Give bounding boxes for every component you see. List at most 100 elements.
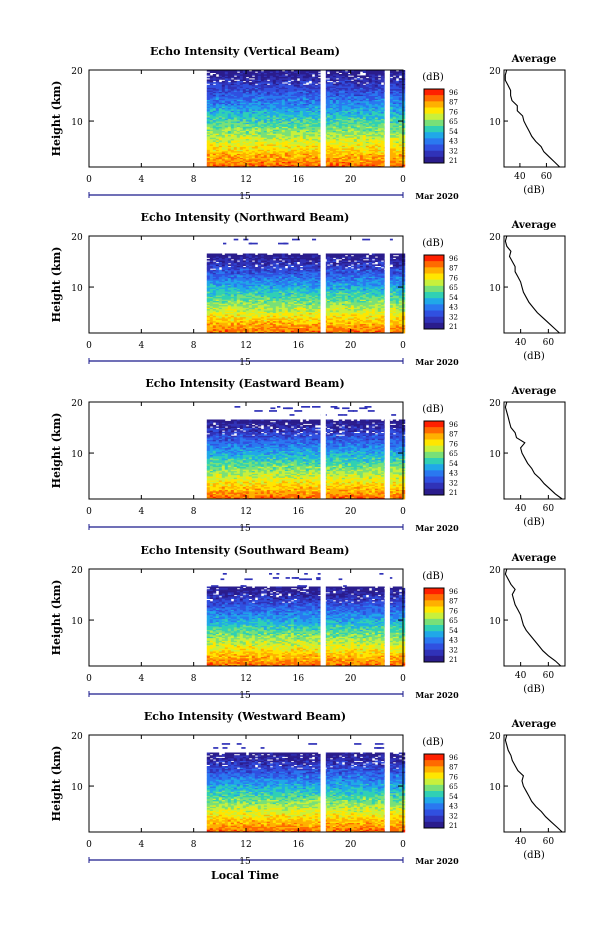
heatmap-cell: [350, 132, 355, 134]
heatmap-cell: [287, 136, 292, 138]
heatmap-cell: [380, 88, 385, 91]
heatmap-cell: [359, 158, 364, 161]
heatmap-cell: [245, 98, 250, 100]
heatmap-cell: [248, 148, 253, 150]
heatmap-cell: [281, 117, 286, 119]
heatmap-cell: [356, 96, 361, 99]
heatmap-cell: [326, 74, 331, 76]
heatmap-cell: [239, 74, 244, 76]
heatmap-cell: [314, 130, 319, 133]
heatmap-cell: [326, 83, 331, 86]
heatmap-cell: [260, 330, 265, 332]
heatmap-cell: [335, 142, 340, 145]
heatmap-cell: [302, 153, 307, 156]
heatmap-cell: [266, 150, 271, 153]
heatmap-cell: [233, 80, 238, 83]
heatmap-cell: [290, 121, 295, 123]
heatmap-cell: [269, 79, 274, 82]
heatmap-cell: [329, 95, 334, 98]
heatmap-cell: [377, 72, 382, 75]
heatmap-cell: [395, 136, 400, 138]
heatmap-cell: [287, 127, 292, 130]
heatmap-cell: [317, 126, 322, 129]
heatmap-cell: [371, 91, 376, 94]
heatmap-cell: [287, 72, 292, 75]
heatmap-cell: [218, 160, 223, 162]
heatmap-cell: [281, 144, 286, 146]
heatmap-cell: [311, 113, 316, 115]
heatmap-cell: [302, 87, 307, 90]
heatmap-cell: [398, 141, 403, 144]
heatmap-cell: [212, 145, 217, 148]
heatmap-cell: [353, 145, 358, 148]
heatmap-cell: [263, 158, 268, 161]
heatmap-cell: [287, 91, 292, 94]
heatmap-cell: [242, 145, 247, 148]
heatmap-cell: [266, 114, 271, 117]
heatmap-cell: [281, 126, 286, 129]
heatmap-cell: [293, 110, 298, 113]
heatmap-cell: [299, 90, 304, 92]
heatmap-cell: [371, 101, 376, 103]
heatmap-cell: [224, 103, 229, 106]
heatmap-cell: [314, 87, 319, 90]
heatmap-cell: [284, 102, 289, 104]
heatmap-cell: [368, 148, 373, 150]
heatmap-cell: [392, 115, 397, 118]
heatmap-cell: [224, 102, 229, 104]
heatmap-cell: [215, 70, 220, 72]
heatmap-cell: [284, 87, 289, 90]
heatmap-cell: [290, 111, 295, 114]
heatmap-cell: [221, 126, 226, 129]
heatmap-cell: [356, 119, 361, 122]
heatmap-cell: [269, 327, 274, 330]
heatmap-cell: [377, 102, 382, 104]
heatmap-cell: [347, 117, 352, 119]
heatmap-cell: [305, 130, 310, 133]
heatmap-cell: [218, 164, 223, 166]
heatmap-cell: [287, 74, 292, 76]
heatmap-cell: [326, 330, 331, 332]
heatmap-cell: [392, 122, 397, 125]
heatmap-cell: [227, 126, 232, 129]
heatmap-cell: [263, 99, 268, 102]
heatmap-cell: [224, 90, 229, 92]
heatmap-cell: [389, 141, 394, 144]
heatmap-cell: [206, 95, 211, 98]
heatmap-cell: [359, 144, 364, 146]
heatmap-cell: [257, 125, 262, 127]
heatmap-cell: [206, 142, 211, 145]
heatmap-cell: [335, 141, 340, 144]
heatmap-cell: [341, 140, 346, 142]
heatmap-cell: [224, 148, 229, 150]
heatmap-cell: [221, 86, 226, 88]
heatmap-cell: [341, 74, 346, 76]
heatmap-cell: [266, 101, 271, 103]
heatmap-cell: [344, 152, 349, 154]
heatmap-cell: [287, 330, 292, 332]
heatmap-cell: [359, 137, 364, 140]
heatmap-cell: [209, 86, 214, 88]
heatmap-cell: [299, 154, 304, 157]
heatmap-cell: [212, 78, 217, 80]
heatmap-cell: [302, 78, 307, 80]
heatmap-cell: [365, 161, 370, 164]
heatmap-cell: [314, 145, 319, 148]
heatmap-cell: [281, 110, 286, 113]
heatmap-cell: [242, 115, 247, 118]
heatmap-cell: [269, 157, 274, 160]
heatmap-cell: [212, 327, 217, 330]
heatmap-cell: [341, 79, 346, 82]
heatmap-cell: [272, 129, 277, 131]
heatmap-cell: [380, 129, 385, 131]
heatmap-cell: [329, 164, 334, 166]
heatmap-cell: [269, 141, 274, 144]
heatmap-cell: [338, 105, 343, 107]
heatmap-cell: [212, 148, 217, 150]
heatmap-cell: [287, 110, 292, 113]
heatmap-cell: [212, 130, 217, 133]
heatmap-cell: [209, 78, 214, 80]
heatmap-cell: [263, 137, 268, 140]
heatmap-cell: [242, 150, 247, 153]
heatmap-cell: [305, 153, 310, 156]
